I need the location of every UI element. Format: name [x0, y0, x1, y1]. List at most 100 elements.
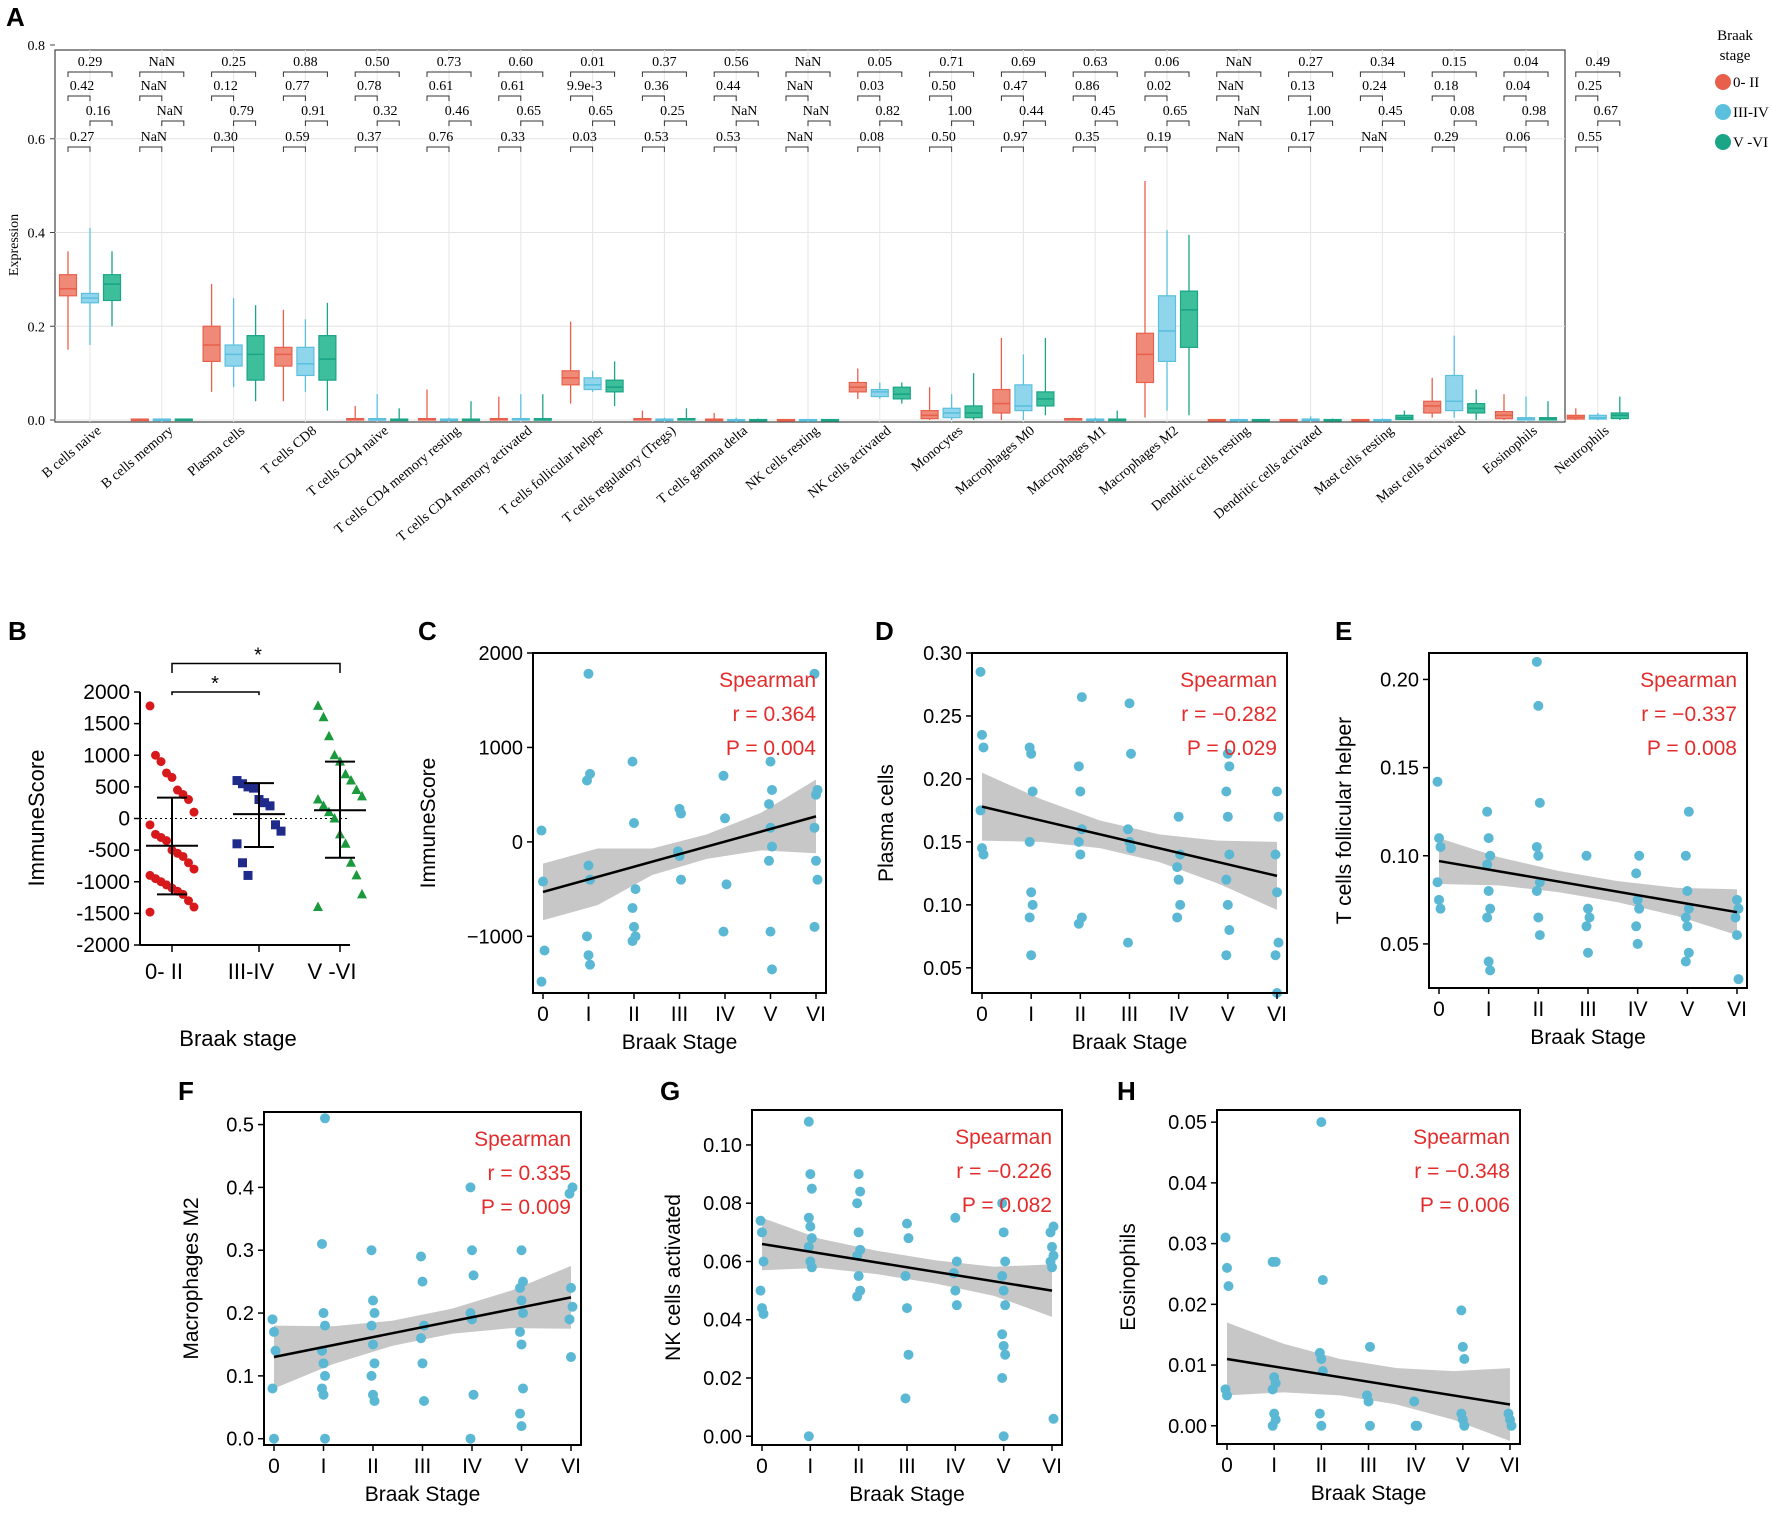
box-III-IV: [296, 319, 315, 392]
p-value: 0.67: [1594, 104, 1619, 119]
p-bracket: [1575, 95, 1599, 101]
x-axis-label: Braak Stage: [622, 1031, 738, 1054]
y-tick-label: 0.05: [923, 958, 962, 980]
box-body: [583, 377, 602, 391]
scatter-point: [627, 903, 638, 913]
scatter-point: [1533, 850, 1544, 861]
p-bracket: [1575, 71, 1621, 77]
box-V -VI: [1323, 418, 1342, 422]
scatter-point: [718, 770, 729, 781]
scatter-point: [998, 1227, 1009, 1238]
b-point: [178, 851, 188, 861]
scatter-point: [1412, 1420, 1423, 1431]
box-III-IV: [152, 418, 171, 422]
b-point: [313, 700, 323, 710]
y-tick-label: 0.10: [923, 895, 962, 917]
scatter-point: [720, 813, 730, 824]
p-bracket: [1525, 120, 1549, 126]
scatter-point: [1000, 1349, 1011, 1360]
scatter-point: [803, 1116, 814, 1127]
p-bracket: [735, 120, 759, 126]
box-III-IV: [1373, 418, 1392, 422]
p-bracket: [929, 146, 953, 152]
scatter-point: [1045, 1227, 1056, 1238]
p-value: 0.47: [1003, 79, 1028, 94]
scatter-point: [465, 1182, 476, 1193]
scatter-point: [1732, 894, 1742, 905]
b-point: [238, 858, 247, 868]
b-point: [243, 782, 253, 792]
scatter-point: [1075, 786, 1086, 797]
y-tick-label: 0: [512, 832, 523, 854]
p-bracket: [1216, 95, 1240, 101]
y-tick-label: 0.08: [703, 1193, 742, 1215]
p-bracket: [89, 120, 113, 126]
scatter-point: [1124, 698, 1135, 709]
scatter-point: [1634, 850, 1645, 861]
p-value: 0.04: [1506, 79, 1531, 94]
scatter-point: [1026, 887, 1037, 898]
p-value: 0.59: [285, 130, 310, 145]
p-bracket: [641, 146, 665, 152]
scatter-point: [585, 959, 595, 970]
p-bracket: [354, 71, 400, 77]
b-point: [313, 794, 323, 804]
x-tick-label: II: [853, 1455, 865, 1478]
scatter-point: [1316, 1353, 1327, 1364]
x-tick-label: V: [1221, 1003, 1235, 1026]
p-bracket: [857, 71, 903, 77]
p-value: NaN: [1218, 79, 1244, 94]
box-body: [202, 325, 221, 363]
b-point: [329, 749, 340, 760]
scatter-point: [317, 1238, 327, 1249]
b-point: [232, 776, 242, 786]
scatter-point: [852, 1198, 863, 1209]
b-sig-bracket: [171, 691, 260, 696]
scatter-point: [630, 884, 641, 895]
b-point: [357, 888, 367, 899]
scatter-point: [366, 1320, 377, 1331]
panel-a: A Expression 0.0 0.2 0.4 0.6 0.8 0.29 0.42 0.1…: [6, 2, 1769, 545]
scatter-point: [366, 1370, 377, 1381]
p-value: 0.29: [1434, 130, 1459, 145]
scatter-point: [368, 1339, 378, 1350]
box-V -VI: [390, 408, 409, 422]
p-value: 1.00: [947, 104, 972, 119]
p-bracket: [1000, 146, 1024, 152]
b-point: [265, 801, 275, 811]
b-sig-star: *: [211, 673, 219, 695]
y-tick-label: 0.05: [1168, 1112, 1207, 1134]
scatter-point: [903, 1233, 914, 1244]
box-0- II: [1064, 417, 1083, 421]
p-value: 0.60: [509, 55, 534, 70]
scatter-point: [1047, 1241, 1057, 1252]
b-point: [340, 838, 351, 848]
box-0- II: [920, 387, 939, 420]
scatter-point: [997, 1198, 1008, 1209]
legend-title-line-1: Braak: [1717, 28, 1753, 44]
scatter-point: [903, 1349, 914, 1360]
p-value: 0.18: [1434, 79, 1459, 94]
p-bracket: [785, 146, 809, 152]
regression-line: [761, 1242, 1053, 1292]
scatter-point: [1435, 841, 1446, 852]
x-category-label: T cells CD4 memory activated: [394, 424, 535, 546]
p-bracket: [1216, 71, 1262, 77]
y-tick-label: 0.15: [923, 832, 962, 854]
p-value: 0.06: [1506, 130, 1531, 145]
scatter-point: [627, 936, 638, 947]
scatter-point: [582, 931, 592, 942]
p-bracket: [448, 120, 472, 126]
scatter-point: [765, 926, 776, 937]
box-body: [992, 388, 1011, 414]
scatter-point: [1483, 833, 1494, 844]
p-bracket: [282, 95, 306, 101]
scatter-point: [998, 1285, 1009, 1296]
p-value: 0.06: [1155, 55, 1180, 70]
box-III-IV: [1229, 418, 1248, 422]
scatter-point: [1435, 903, 1446, 914]
scatter-point: [1581, 850, 1592, 861]
b-point: [145, 820, 155, 830]
b-point: [156, 757, 166, 767]
box-0- II: [202, 284, 221, 392]
